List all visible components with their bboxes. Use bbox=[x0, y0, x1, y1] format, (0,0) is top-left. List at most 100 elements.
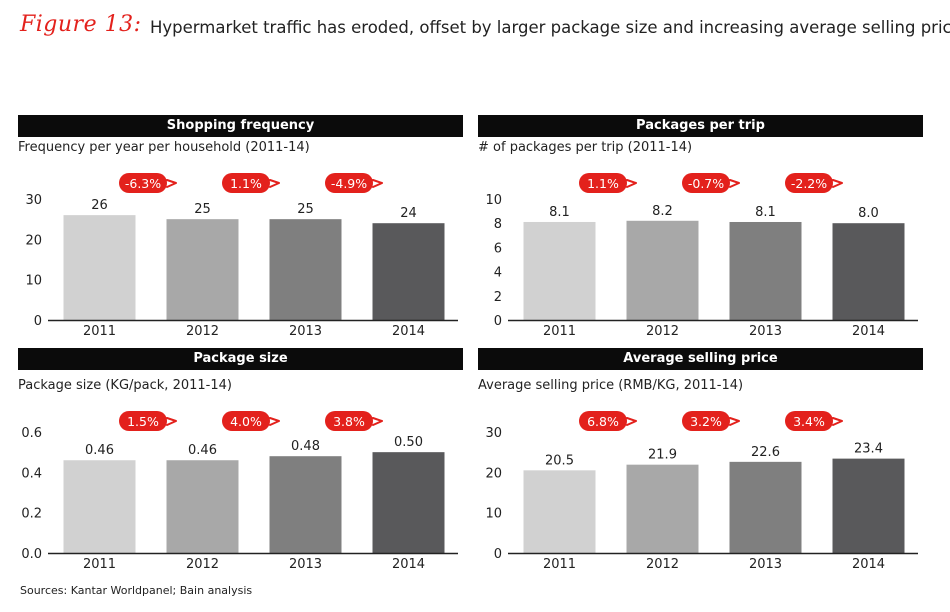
arrow-icon bbox=[626, 417, 637, 426]
change-badge-pill bbox=[682, 173, 730, 193]
x-tick-label: 2012 bbox=[186, 557, 219, 572]
arrow-icon bbox=[372, 417, 383, 426]
bar bbox=[269, 219, 342, 320]
panel-title: Average selling price bbox=[478, 348, 923, 370]
change-badge-pill bbox=[119, 173, 167, 193]
y-tick-label: 8 bbox=[494, 217, 502, 232]
bar-value-label: 0.46 bbox=[188, 443, 217, 458]
y-tick-label: 4 bbox=[494, 266, 502, 281]
bar-value-label: 25 bbox=[297, 202, 314, 217]
y-tick-label: 6 bbox=[494, 241, 502, 256]
arrow-icon bbox=[832, 417, 843, 426]
y-tick-label: 30 bbox=[485, 426, 502, 441]
x-tick-label: 2012 bbox=[646, 557, 679, 572]
x-tick-label: 2014 bbox=[392, 557, 425, 572]
panel-subtitle: Package size (KG/pack, 2011-14) bbox=[18, 378, 232, 393]
bar-value-label: 23.4 bbox=[854, 442, 883, 457]
arrow-icon bbox=[729, 179, 740, 188]
change-badge-pill bbox=[785, 411, 833, 431]
bar bbox=[729, 461, 802, 553]
change-badge-pill bbox=[579, 173, 627, 193]
bar bbox=[166, 219, 239, 320]
change-badge-label: 1.5% bbox=[127, 414, 159, 429]
bar bbox=[832, 458, 905, 553]
arrow-icon bbox=[166, 417, 177, 426]
x-tick-label: 2011 bbox=[83, 324, 116, 339]
x-tick-label: 2012 bbox=[646, 324, 679, 339]
panel-title: Shopping frequency bbox=[18, 115, 463, 137]
change-badge-pill bbox=[119, 411, 167, 431]
bar-value-label: 21.9 bbox=[648, 448, 677, 463]
panel-title: Package size bbox=[18, 348, 463, 370]
bar bbox=[523, 470, 596, 553]
change-badge-pill bbox=[682, 411, 730, 431]
arrow-icon bbox=[372, 179, 383, 188]
y-tick-label: 30 bbox=[25, 193, 42, 208]
change-badge: 3.2% bbox=[682, 411, 740, 431]
x-tick-label: 2014 bbox=[392, 324, 425, 339]
chart-panel-packages-per-trip: Packages per trip # of packages per trip… bbox=[478, 115, 923, 345]
change-badge: -4.9% bbox=[325, 173, 383, 193]
y-tick-label: 2 bbox=[494, 290, 502, 305]
change-badge: 3.4% bbox=[785, 411, 843, 431]
x-tick-label: 2011 bbox=[83, 557, 116, 572]
bar-value-label: 26 bbox=[91, 198, 108, 213]
change-badge-pill bbox=[579, 411, 627, 431]
bar bbox=[372, 223, 445, 320]
y-tick-label: 20 bbox=[485, 466, 502, 481]
bar-chart-average-selling-price: 0 10 20 30 20.5 2011 21.9 2012 22.6 2013 23.4 2014 6… bbox=[485, 411, 918, 572]
chart-panel-average-selling-price: Average selling price Average selling pr… bbox=[478, 348, 923, 578]
bar-value-label: 25 bbox=[194, 202, 211, 217]
panel-subtitle: # of packages per trip (2011-14) bbox=[478, 140, 693, 155]
change-badge-label: 6.8% bbox=[587, 414, 619, 429]
bar-value-label: 8.1 bbox=[549, 205, 570, 220]
bar bbox=[832, 223, 905, 320]
change-badge: 6.8% bbox=[579, 411, 637, 431]
change-badge: 3.8% bbox=[325, 411, 383, 431]
change-badge: -2.2% bbox=[785, 173, 843, 193]
change-badge-label: 3.2% bbox=[690, 414, 722, 429]
x-tick-label: 2014 bbox=[852, 557, 885, 572]
y-tick-label: 0.4 bbox=[21, 466, 42, 481]
arrow-icon bbox=[626, 179, 637, 188]
x-tick-label: 2012 bbox=[186, 324, 219, 339]
chart-panel-shopping-frequency: Shopping frequency Frequency per year pe… bbox=[18, 115, 463, 345]
figure-title: Hypermarket traffic has eroded, offset b… bbox=[150, 18, 950, 37]
bar bbox=[63, 460, 136, 553]
change-badge-label: 3.4% bbox=[793, 414, 825, 429]
bar bbox=[372, 452, 445, 553]
change-badge-pill bbox=[222, 411, 270, 431]
y-tick-label: 0.6 bbox=[21, 426, 42, 441]
x-tick-label: 2013 bbox=[749, 324, 782, 339]
change-badge-label: 4.0% bbox=[230, 414, 262, 429]
change-badge-pill bbox=[325, 173, 373, 193]
change-badge-label: -4.9% bbox=[331, 176, 367, 191]
bar-value-label: 8.0 bbox=[858, 206, 879, 221]
change-badge-label: -0.7% bbox=[688, 176, 724, 191]
panel-title: Packages per trip bbox=[478, 115, 923, 137]
change-badge-pill bbox=[785, 173, 833, 193]
panel-subtitle: Frequency per year per household (2011-1… bbox=[18, 140, 310, 155]
bar bbox=[523, 221, 596, 320]
y-tick-label: 0.2 bbox=[21, 507, 42, 522]
change-badge-pill bbox=[222, 173, 270, 193]
y-tick-label: 0 bbox=[34, 314, 42, 329]
x-tick-label: 2011 bbox=[543, 557, 576, 572]
change-badge: 4.0% bbox=[222, 411, 280, 431]
y-tick-label: 10 bbox=[485, 193, 502, 208]
bar-chart-shopping-frequency: 0 10 20 30 26 2011 25 2012 25 2013 24 2014 -6.3% 1.1%… bbox=[25, 173, 458, 339]
bar bbox=[626, 220, 699, 320]
chart-panel-package-size: Package size Package size (KG/pack, 2011… bbox=[18, 348, 463, 578]
bar bbox=[269, 456, 342, 553]
bar-value-label: 0.48 bbox=[291, 439, 320, 454]
figure-label: Figure 13: bbox=[20, 12, 142, 37]
x-tick-label: 2013 bbox=[749, 557, 782, 572]
panel-subtitle: Average selling price (RMB/KG, 2011-14) bbox=[478, 378, 744, 393]
bar-value-label: 0.46 bbox=[85, 443, 114, 458]
bar-value-label: 8.2 bbox=[652, 204, 673, 219]
y-tick-label: 0.0 bbox=[21, 547, 42, 562]
change-badge: -0.7% bbox=[682, 173, 740, 193]
arrow-icon bbox=[269, 417, 280, 426]
x-tick-label: 2013 bbox=[289, 557, 322, 572]
x-tick-label: 2011 bbox=[543, 324, 576, 339]
